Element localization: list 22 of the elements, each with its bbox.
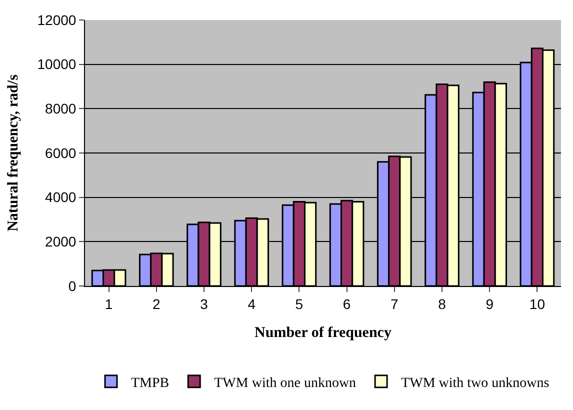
legend-label: TMPB	[131, 376, 170, 391]
x-axis-title: Number of frequency	[254, 324, 392, 341]
x-tick-label: 10	[529, 296, 546, 312]
y-axis-title: Natural frequency, rad/s	[6, 74, 22, 232]
y-tick-label: 6000	[45, 144, 76, 161]
x-tick-label: 8	[438, 296, 446, 312]
x-tick-label: 6	[342, 296, 351, 312]
legend-label: TWM with two unknowns	[401, 376, 550, 391]
x-tick-label: 9	[486, 296, 494, 312]
y-tick-label: 12000	[37, 12, 76, 28]
x-tick-label: 7	[390, 296, 398, 312]
legend-label: TWM with one unknown	[214, 376, 356, 391]
x-tick-label: 2	[152, 296, 160, 312]
x-tick-label: 5	[295, 296, 304, 312]
y-tick-label: 10000	[37, 56, 76, 72]
x-tick-label: 4	[248, 296, 256, 312]
y-tick-label: 0	[68, 278, 76, 294]
x-tick-label: 1	[104, 296, 113, 312]
x-tick-label: 3	[200, 296, 208, 312]
y-tick-label: 2000	[45, 234, 76, 250]
y-tick-label: 4000	[45, 189, 76, 206]
y-tick-label: 8000	[45, 100, 76, 117]
